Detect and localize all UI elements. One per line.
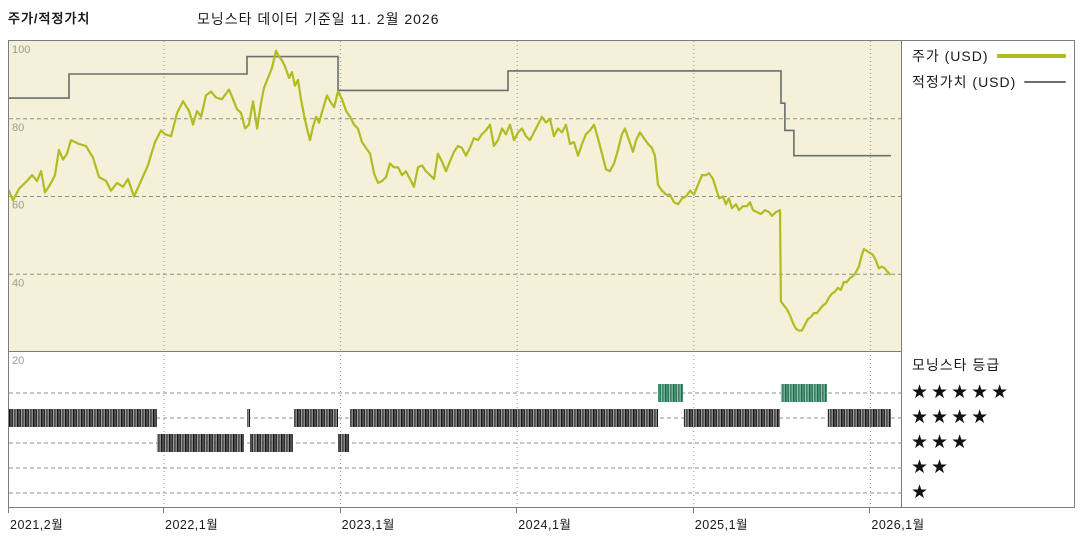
price-line-swatch: [996, 54, 1066, 58]
x-axis-tick: [869, 507, 871, 513]
chart-legend: 주가 (USD) 적정가치 (USD): [902, 41, 1074, 351]
rating-history-plot[interactable]: 20: [9, 351, 901, 507]
x-axis-tick: [339, 507, 341, 513]
rating-band-5-star: [658, 384, 684, 402]
x-axis-tick-label: 2021,2월: [10, 518, 64, 532]
y-axis-tick-label: 80: [12, 122, 24, 134]
rating-band-4-star: [294, 409, 338, 427]
y-axis-tick-label: 100: [12, 44, 30, 56]
x-axis-tick-label: 2023,1월: [341, 518, 395, 532]
legend-item-price: 주가 (USD): [902, 45, 1074, 67]
price-chart-plot[interactable]: 100 80 60 40: [9, 41, 901, 351]
fair-value-line-swatch: [1024, 81, 1066, 83]
price-line: [9, 49, 891, 332]
rating-band-4-star: [247, 409, 250, 427]
x-axis-tick-label: 2025,1월: [694, 518, 749, 532]
y-axis-tick-label: 60: [12, 200, 24, 212]
y-axis-tick-label: 40: [12, 277, 24, 289]
rating-legend-title: 모닝스타 등급: [912, 357, 1001, 373]
x-axis-tick: [692, 507, 694, 513]
fair-value-line: [9, 55, 891, 157]
legend-price-label: 주가 (USD): [912, 48, 989, 64]
x-axis-tick-label: 2022,1월: [165, 518, 219, 532]
rating-band-3-star: [250, 434, 293, 452]
chart-frame: 100 80 60 40 20 주가 (USD) 적정가치 (USD) 모닝스타 등급…: [8, 40, 1075, 508]
panel-divider-horizontal: [9, 351, 1074, 352]
rating-legend: 모닝스타 등급 ★★★★★ ★★★★ ★★★ ★★ ★: [902, 351, 1074, 507]
legend-fair-value-label: 적정가치 (USD): [912, 74, 1017, 90]
rating-stars-4: ★★★★: [911, 407, 992, 428]
x-axis-tick-label: 2024,1월: [518, 518, 572, 532]
x-axis-tick: [516, 507, 518, 513]
rating-stars-5: ★★★★★: [911, 382, 1012, 403]
page-title: 주가/적정가치: [8, 11, 91, 26]
panel-divider-vertical: [901, 41, 902, 507]
rating-stars-3: ★★★: [911, 432, 972, 453]
y-axis-tick-label: 20: [12, 355, 24, 367]
rating-band-3-star: [338, 434, 350, 452]
rating-band-4-star: [350, 409, 658, 427]
data-as-of-label: 모닝스타 데이터 기준일 11. 2월 2026: [197, 11, 440, 27]
x-axis-tick: [163, 507, 164, 513]
x-axis: 2021,2월 2022,1월 2023,1월 2024,1월 2025,1월 2026,…: [8, 507, 1075, 533]
legend-item-fair-value: 적정가치 (USD): [902, 71, 1074, 93]
rating-band-4-star: [827, 409, 891, 427]
rating-stars-1: ★: [911, 482, 932, 503]
x-axis-tick: [8, 507, 9, 513]
x-axis-tick-label: 2026,1월: [871, 518, 925, 532]
rating-band-4-star: [683, 409, 780, 427]
rating-band-4-star: [9, 409, 157, 427]
rating-band-3-star: [156, 434, 244, 452]
rating-stars-2: ★★: [911, 457, 952, 478]
rating-band-5-star: [780, 384, 827, 402]
